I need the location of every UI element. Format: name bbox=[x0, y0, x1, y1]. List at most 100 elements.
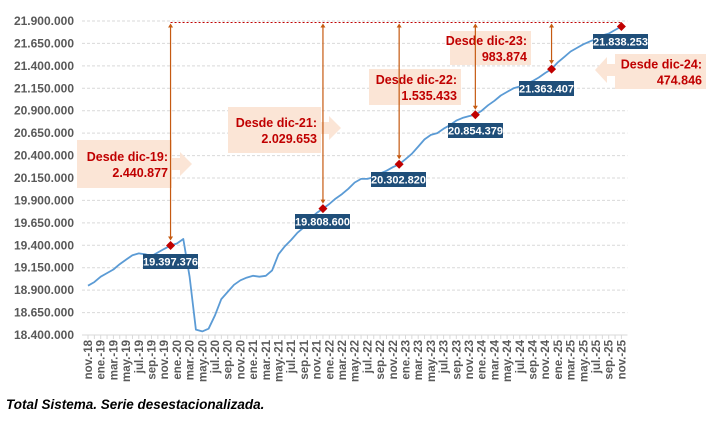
annotation-box bbox=[450, 31, 531, 65]
data-label: 21.838.253 bbox=[593, 37, 648, 49]
x-tick-label: sep.-19 bbox=[147, 340, 159, 380]
y-tick-label: 21.900.000 bbox=[14, 14, 74, 28]
x-tick-label: jul.-21 bbox=[286, 339, 298, 374]
y-tick-label: 19.650.000 bbox=[14, 216, 74, 230]
x-tick-label: may.-24 bbox=[502, 339, 514, 382]
x-tick-label: nov.-20 bbox=[235, 340, 247, 379]
x-tick-label: mar.-19 bbox=[108, 340, 120, 380]
x-tick-label: nov.-19 bbox=[159, 340, 171, 379]
annotation-value: 2.029.653 bbox=[261, 132, 317, 146]
x-tick-label: may.-21 bbox=[274, 339, 286, 382]
x-tick-label: nov.-25 bbox=[616, 339, 628, 379]
data-point-marker bbox=[470, 110, 480, 120]
y-tick-label: 20.900.000 bbox=[14, 104, 74, 118]
annotation-box bbox=[369, 69, 461, 105]
arrow-head-down-icon bbox=[320, 199, 326, 204]
arrow-head-up-icon bbox=[549, 23, 555, 28]
x-tick-label: nov.-21 bbox=[312, 339, 324, 379]
data-label: 21.363.407 bbox=[519, 84, 574, 96]
x-tick-label: ene.-24 bbox=[477, 339, 489, 379]
x-tick-label: may.-22 bbox=[350, 340, 362, 382]
y-tick-label: 19.150.000 bbox=[14, 261, 74, 275]
data-label-box bbox=[593, 34, 648, 49]
annotation-box bbox=[615, 54, 706, 89]
annotation-dic-22: Desde dic-22: 1.535.433 bbox=[369, 23, 461, 160]
annotation-title: Desde dic-22: bbox=[376, 73, 457, 87]
data-label-box bbox=[143, 254, 198, 269]
x-tick-label: jul.-23 bbox=[439, 340, 451, 374]
annotation-title: Desde dic-19: bbox=[87, 150, 168, 164]
data-label-box bbox=[519, 81, 574, 96]
x-tick-label: jul.-22 bbox=[362, 340, 374, 374]
x-tick-label: ene.-25 bbox=[553, 339, 565, 379]
arrow-head-up-icon bbox=[168, 23, 174, 28]
annotation-title: Desde dic-24: bbox=[621, 58, 702, 72]
arrow-left-icon bbox=[595, 57, 615, 83]
y-tick-label: 21.650.000 bbox=[14, 36, 74, 50]
annotation-value: 983.874 bbox=[482, 50, 527, 64]
annotation-dic-19: Desde dic-19: 2.440.877 bbox=[77, 23, 192, 241]
y-tick-label: 20.650.000 bbox=[14, 126, 74, 140]
arrow-right-icon bbox=[321, 116, 341, 140]
x-tick-label: nov.-23 bbox=[464, 340, 476, 379]
x-tick-label: ene.-21 bbox=[248, 339, 260, 379]
data-label: 20.302.820 bbox=[371, 175, 426, 187]
x-tick-label: mar.-22 bbox=[337, 340, 349, 380]
annotation-title: Desde dic-23: bbox=[446, 34, 527, 48]
x-tick-label: jul.-20 bbox=[210, 340, 222, 374]
x-tick-label: jul.-25 bbox=[591, 339, 603, 374]
x-tick-label: may.-23 bbox=[426, 340, 438, 382]
x-tick-label: mar.-20 bbox=[185, 340, 197, 380]
x-tick-label: ene.-19 bbox=[96, 340, 108, 380]
x-tick-label: sep.-24 bbox=[528, 339, 540, 379]
arrow-head-down-icon bbox=[168, 236, 174, 241]
y-tick-label: 18.400.000 bbox=[14, 328, 74, 342]
x-tick-label: jul.-19 bbox=[134, 340, 146, 374]
y-tick-label: 21.400.000 bbox=[14, 59, 74, 73]
y-tick-label: 20.150.000 bbox=[14, 171, 74, 185]
x-tick-label: may.-20 bbox=[197, 340, 209, 382]
data-point-marker bbox=[394, 159, 404, 169]
arrow-right-icon bbox=[172, 152, 192, 176]
x-tick-label: jul.-24 bbox=[515, 339, 527, 374]
data-point-marker bbox=[616, 22, 626, 32]
x-tick-label: ene.-20 bbox=[172, 340, 184, 380]
data-point-marker bbox=[166, 241, 176, 251]
x-tick-label: ene.-22 bbox=[324, 340, 336, 380]
x-tick-label: ene.-23 bbox=[401, 340, 413, 380]
annotation-dic-24: Desde dic-24: 474.846 bbox=[549, 23, 706, 89]
x-tick-label: sep.-25 bbox=[604, 339, 616, 379]
annotation-box bbox=[77, 140, 172, 188]
data-point-marker bbox=[318, 204, 328, 214]
y-tick-label: 18.900.000 bbox=[14, 283, 74, 297]
x-tick-label: nov.-18 bbox=[83, 339, 95, 379]
x-tick-label: sep.-21 bbox=[299, 339, 311, 379]
arrow-head-down-icon bbox=[549, 60, 555, 65]
y-tick-label: 18.650.000 bbox=[14, 306, 74, 320]
data-label-box bbox=[295, 214, 350, 229]
annotation-box bbox=[228, 107, 321, 153]
x-tick-label: mar.-24 bbox=[489, 339, 501, 380]
data-label: 20.854.379 bbox=[448, 126, 503, 138]
arrow-head-up-icon bbox=[396, 23, 402, 28]
y-tick-label: 21.150.000 bbox=[14, 81, 74, 95]
data-label: 19.808.600 bbox=[295, 217, 350, 229]
annotation-value: 2.440.877 bbox=[112, 166, 168, 180]
x-tick-label: mar.-25 bbox=[566, 339, 578, 380]
arrow-head-up-icon bbox=[320, 23, 326, 28]
x-tick-label: nov.-22 bbox=[388, 340, 400, 379]
chart-caption: Total Sistema. Serie desestacionalizada. bbox=[6, 397, 265, 412]
data-point-marker bbox=[547, 64, 557, 74]
x-tick-label: sep.-20 bbox=[223, 340, 235, 380]
annotation-value: 474.846 bbox=[657, 74, 702, 88]
data-label: 19.397.376 bbox=[143, 257, 198, 269]
y-tick-label: 19.900.000 bbox=[14, 193, 74, 207]
y-tick-label: 19.400.000 bbox=[14, 238, 74, 252]
data-label-box bbox=[371, 172, 426, 187]
x-tick-label: may.-19 bbox=[121, 340, 133, 382]
x-tick-label: mar.-21 bbox=[261, 339, 273, 380]
data-label-box bbox=[448, 123, 503, 138]
x-tick-label: may.-25 bbox=[578, 339, 590, 382]
arrow-head-up-icon bbox=[472, 23, 478, 28]
